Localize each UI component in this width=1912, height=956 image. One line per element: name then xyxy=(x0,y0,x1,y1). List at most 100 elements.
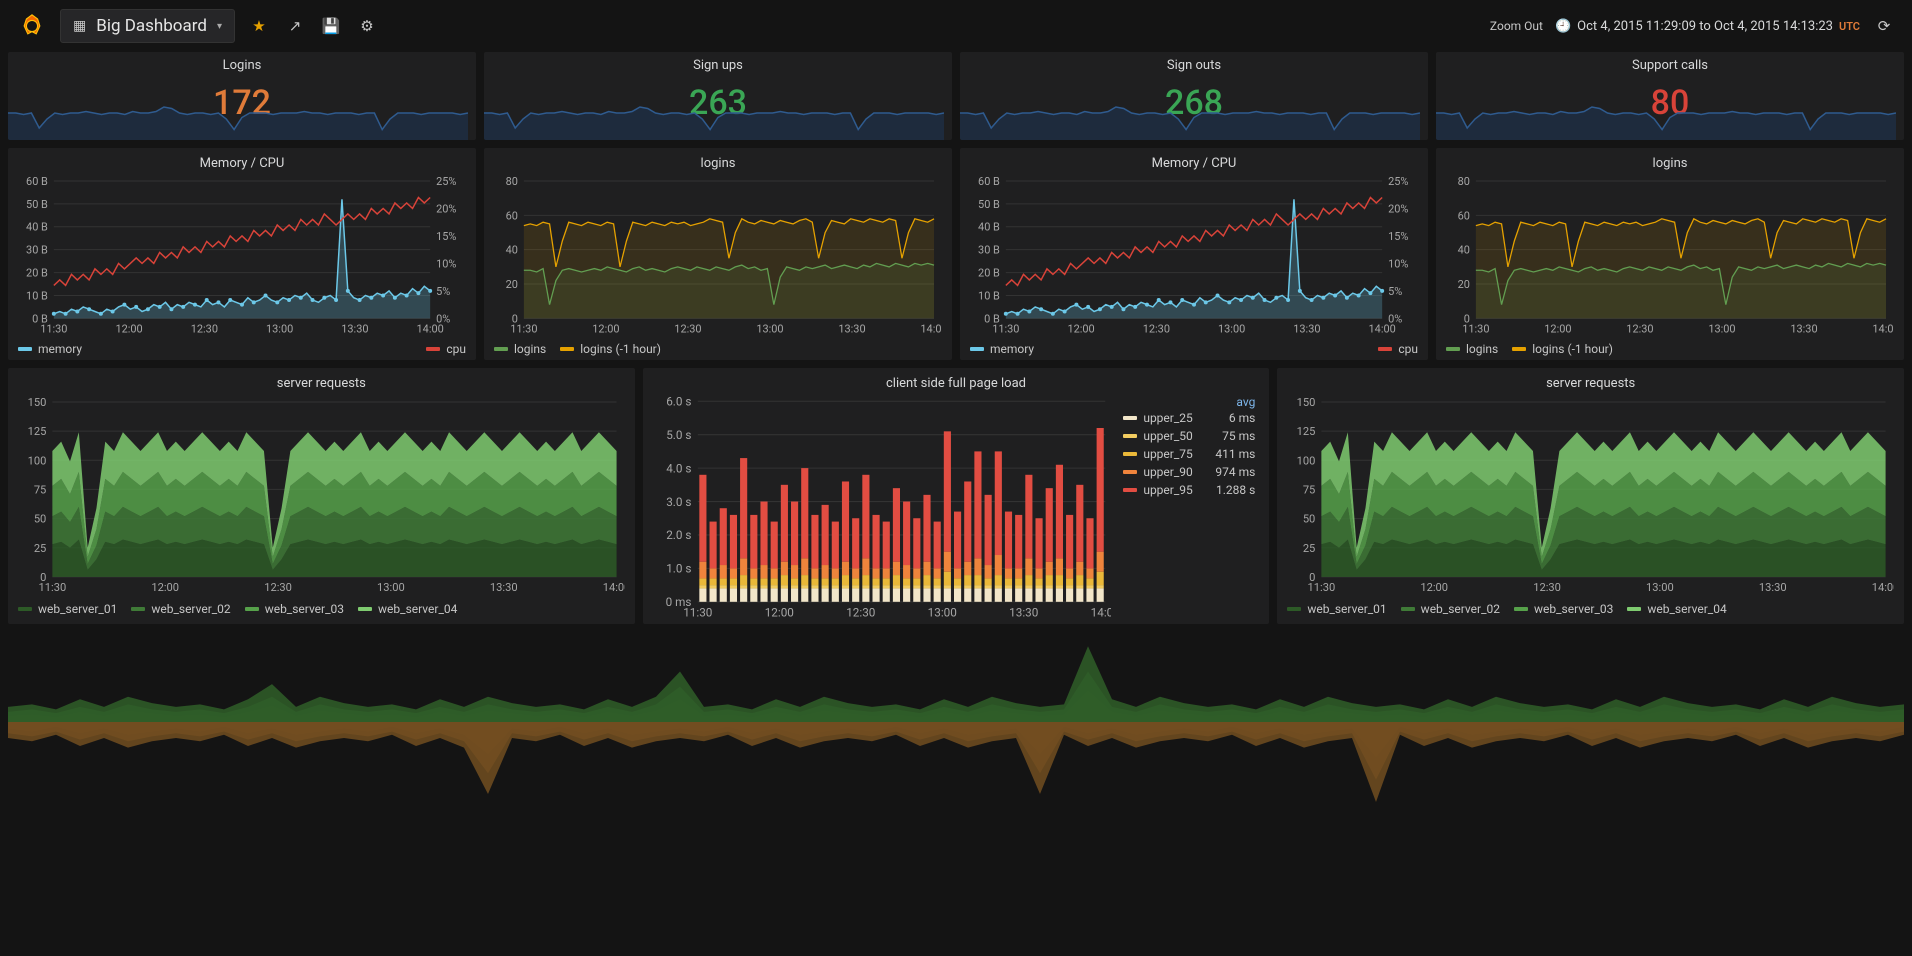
svg-text:30 B: 30 B xyxy=(978,244,1000,257)
legend-item[interactable]: logins (-1 hour) xyxy=(1512,342,1613,356)
legend-row[interactable]: upper_256 ms xyxy=(1119,409,1259,427)
svg-text:13:30: 13:30 xyxy=(1759,581,1787,594)
svg-text:20: 20 xyxy=(506,278,518,291)
svg-text:60 B: 60 B xyxy=(26,175,48,188)
logins-panel[interactable]: logins 02040608011:3012:0012:3013:0013:3… xyxy=(484,148,952,360)
legend: memory cpu xyxy=(18,338,466,356)
stat-panel-3[interactable]: Support calls 80 xyxy=(1436,52,1904,140)
svg-text:40 B: 40 B xyxy=(26,221,48,234)
panel-title: Logins xyxy=(8,52,476,77)
chart: 02040608011:3012:0012:3013:0013:3014:00 xyxy=(494,175,942,338)
panel-title: Memory / CPU xyxy=(970,154,1418,175)
svg-text:13:00: 13:00 xyxy=(1646,581,1674,594)
legend-row[interactable]: upper_5075 ms xyxy=(1119,427,1259,445)
svg-text:10 B: 10 B xyxy=(26,289,48,302)
svg-text:5%: 5% xyxy=(1388,285,1402,298)
chevron-down-icon: ▾ xyxy=(217,21,222,32)
svg-text:60: 60 xyxy=(1458,209,1470,222)
legend-item[interactable]: logins xyxy=(1446,342,1498,356)
legend-item[interactable]: cpu xyxy=(426,342,466,356)
svg-text:4.0 s: 4.0 s xyxy=(666,461,691,475)
svg-text:12:00: 12:00 xyxy=(151,581,179,594)
svg-text:12:30: 12:30 xyxy=(674,322,701,335)
svg-text:20%: 20% xyxy=(1388,202,1408,215)
panel-title: logins xyxy=(494,154,942,175)
sparkline xyxy=(484,104,944,140)
save-icon[interactable]: 💾 xyxy=(319,17,343,35)
legend-item[interactable]: cpu xyxy=(1378,342,1418,356)
svg-text:100: 100 xyxy=(28,454,47,467)
svg-text:6.0 s: 6.0 s xyxy=(666,395,691,409)
svg-text:5%: 5% xyxy=(436,285,450,298)
svg-text:10%: 10% xyxy=(1388,257,1408,270)
svg-text:13:30: 13:30 xyxy=(1009,606,1038,620)
legend-item[interactable]: web_server_02 xyxy=(131,602,230,616)
refresh-icon[interactable]: ⟳ xyxy=(1872,17,1896,35)
svg-text:100: 100 xyxy=(1297,454,1316,467)
logins-panel[interactable]: logins 02040608011:3012:0012:3013:0013:3… xyxy=(1436,148,1904,360)
legend-row[interactable]: upper_951.288 s xyxy=(1119,481,1259,499)
svg-text:20%: 20% xyxy=(436,202,456,215)
svg-text:13:00: 13:00 xyxy=(756,322,783,335)
svg-text:150: 150 xyxy=(1297,396,1316,409)
svg-text:60: 60 xyxy=(506,209,518,222)
svg-text:125: 125 xyxy=(28,425,47,438)
svg-text:15%: 15% xyxy=(436,230,456,243)
memory-cpu-panel[interactable]: Memory / CPU 0 B10 B20 B30 B40 B50 B60 B… xyxy=(8,148,476,360)
panel-title: server requests xyxy=(1287,374,1894,395)
share-icon[interactable]: ↗ xyxy=(283,17,307,35)
topbar: ▦ Big Dashboard ▾ ★ ↗ 💾 ⚙ Zoom Out 🕘 Oct… xyxy=(0,0,1912,52)
stat-panel-1[interactable]: Sign ups 263 xyxy=(484,52,952,140)
server-requests-panel[interactable]: server requests 025507510012515011:3012:… xyxy=(1277,368,1904,624)
legend-item[interactable]: web_server_02 xyxy=(1401,602,1500,616)
svg-text:14:00: 14:00 xyxy=(1872,322,1894,335)
chart: 0 ms1.0 s2.0 s3.0 s4.0 s5.0 s6.0 s11:301… xyxy=(653,395,1112,623)
svg-text:12:00: 12:00 xyxy=(764,606,793,620)
legend-item[interactable]: web_server_04 xyxy=(1627,602,1726,616)
legend-row[interactable]: upper_75411 ms xyxy=(1119,445,1259,463)
legend-item[interactable]: logins xyxy=(494,342,546,356)
legend-item[interactable]: logins (-1 hour) xyxy=(560,342,661,356)
chart: 0 B10 B20 B30 B40 B50 B60 B0%5%10%15%20%… xyxy=(18,175,466,338)
legend-item[interactable]: memory xyxy=(18,342,82,356)
wide-mirror-chart[interactable] xyxy=(8,640,1904,810)
star-icon[interactable]: ★ xyxy=(247,17,271,35)
sparkline xyxy=(960,104,1420,140)
panel-title: client side full page load xyxy=(653,374,1260,395)
stat-panel-0[interactable]: Logins 172 xyxy=(8,52,476,140)
legend-item[interactable]: web_server_03 xyxy=(1514,602,1613,616)
settings-gear-icon[interactable]: ⚙ xyxy=(355,17,379,35)
panel-title: logins xyxy=(1446,154,1894,175)
legend-row[interactable]: upper_90974 ms xyxy=(1119,463,1259,481)
legend-item[interactable]: web_server_01 xyxy=(18,602,117,616)
svg-text:11:30: 11:30 xyxy=(40,322,67,335)
panel-title: Sign ups xyxy=(484,52,952,77)
svg-text:11:30: 11:30 xyxy=(683,606,712,620)
dashboard-picker[interactable]: ▦ Big Dashboard ▾ xyxy=(60,9,235,43)
legend-item[interactable]: memory xyxy=(970,342,1034,356)
svg-text:12:00: 12:00 xyxy=(1544,322,1571,335)
svg-text:13:30: 13:30 xyxy=(1293,322,1320,335)
zoom-out-button[interactable]: Zoom Out xyxy=(1490,19,1543,33)
svg-text:25%: 25% xyxy=(1388,175,1408,188)
legend-table: avg upper_256 msupper_5075 msupper_75411… xyxy=(1119,395,1259,623)
chart: 0 B10 B20 B30 B40 B50 B60 B0%5%10%15%20%… xyxy=(970,175,1418,338)
grafana-logo[interactable] xyxy=(16,10,48,42)
legend: web_server_01 web_server_02 web_server_03 w… xyxy=(1287,598,1894,616)
sparkline xyxy=(1436,104,1896,140)
svg-text:3.0 s: 3.0 s xyxy=(666,495,691,509)
svg-text:12:00: 12:00 xyxy=(1067,322,1094,335)
chart: 025507510012515011:3012:0012:3013:0013:3… xyxy=(1287,395,1894,598)
legend-item[interactable]: web_server_01 xyxy=(1287,602,1386,616)
memory-cpu-panel[interactable]: Memory / CPU 0 B10 B20 B30 B40 B50 B60 B… xyxy=(960,148,1428,360)
server-requests-panel[interactable]: server requests 025507510012515011:3012:… xyxy=(8,368,635,624)
stat-panel-2[interactable]: Sign outs 268 xyxy=(960,52,1428,140)
legend-item[interactable]: web_server_03 xyxy=(245,602,344,616)
time-range-picker[interactable]: 🕘 Oct 4, 2015 11:29:09 to Oct 4, 2015 14… xyxy=(1555,19,1860,34)
time-range-text: Oct 4, 2015 11:29:09 to Oct 4, 2015 14:1… xyxy=(1577,19,1833,34)
panel-title: server requests xyxy=(18,374,625,395)
svg-text:40: 40 xyxy=(506,244,518,257)
page-load-panel[interactable]: client side full page load 0 ms1.0 s2.0 … xyxy=(643,368,1270,624)
panel-title: Sign outs xyxy=(960,52,1428,77)
legend-item[interactable]: web_server_04 xyxy=(358,602,457,616)
